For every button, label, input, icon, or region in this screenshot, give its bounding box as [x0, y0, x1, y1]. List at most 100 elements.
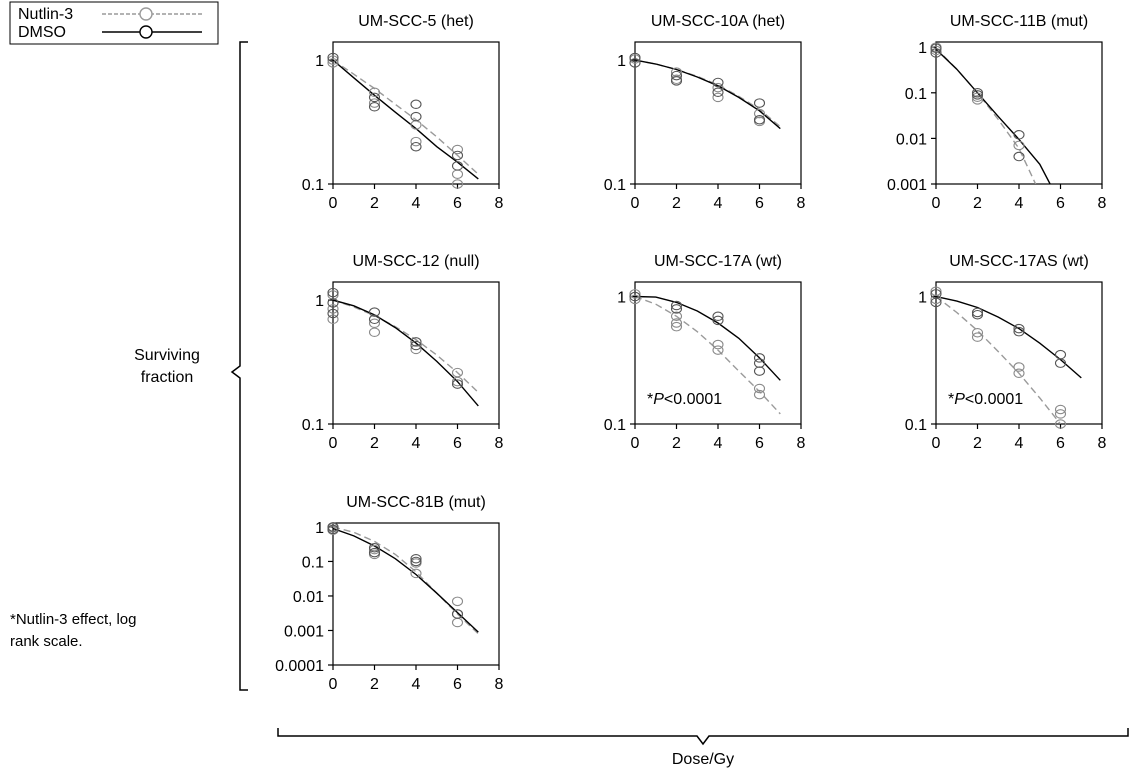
- data-point-nutlin: [1054, 419, 1067, 429]
- data-point-nutlin: [368, 318, 381, 329]
- data-point-nutlin: [971, 95, 984, 105]
- data-point-nutlin: [930, 294, 942, 305]
- y-tick-label: 0.1: [905, 86, 927, 103]
- data-point-dmso: [1013, 151, 1025, 162]
- x-tick-label: 2: [672, 195, 681, 212]
- fit-curve-dmso: [635, 59, 781, 130]
- x-tick-label: 6: [1056, 435, 1065, 452]
- data-point-dmso: [327, 52, 339, 63]
- x-tick-label: 0: [932, 435, 941, 452]
- data-point-nutlin: [753, 389, 766, 400]
- data-point-nutlin: [451, 376, 464, 387]
- x-tick-label: 6: [453, 435, 462, 452]
- data-point-nutlin: [971, 327, 984, 338]
- data-point-dmso: [368, 542, 381, 553]
- x-tick-label: 8: [797, 435, 806, 452]
- y-tick-label: 1: [617, 53, 626, 70]
- data-point-dmso: [670, 70, 683, 81]
- footnote-line1: *Nutlin-3 effect, log: [10, 611, 136, 628]
- data-point-dmso: [670, 304, 683, 314]
- data-point-dmso: [1013, 323, 1025, 334]
- p-value-annotation: *P<0.0001: [647, 391, 722, 408]
- x-tick-label: 4: [714, 435, 723, 452]
- x-tick-label: 2: [370, 435, 379, 452]
- y-tick-label: 0.1: [604, 177, 626, 194]
- data-point-nutlin: [670, 318, 683, 328]
- x-tick-label: 8: [495, 676, 504, 693]
- data-point-dmso: [753, 98, 766, 108]
- data-point-nutlin: [1054, 409, 1067, 419]
- y-label-line2: fraction: [141, 369, 193, 386]
- fit-curve-nutlin: [635, 295, 781, 415]
- legend-label-dmso: DMSO: [18, 24, 66, 41]
- data-point-dmso: [1013, 130, 1025, 140]
- plot-frame: [935, 41, 1103, 185]
- legend-label-nutlin: Nutlin-3: [18, 6, 73, 23]
- data-point-nutlin: [451, 144, 464, 155]
- fit-curve-nutlin: [635, 59, 781, 128]
- data-point-dmso: [368, 314, 381, 325]
- y-tick-label: 0.1: [604, 417, 626, 434]
- fit-curve-nutlin: [936, 47, 1037, 184]
- data-point-nutlin: [451, 617, 464, 628]
- x-tick-label: 0: [631, 435, 640, 452]
- fit-curve-dmso: [333, 299, 479, 407]
- data-point-dmso: [712, 77, 724, 88]
- chart-title: UM-SCC-11B (mut): [950, 13, 1088, 30]
- x-tick-label: 2: [370, 676, 379, 693]
- data-point-dmso: [753, 353, 766, 363]
- x-tick-label: 8: [797, 195, 806, 212]
- data-point-nutlin: [451, 179, 464, 189]
- plot-frame: [332, 522, 500, 666]
- data-point-nutlin: [327, 304, 339, 314]
- x-tick-label: 0: [329, 195, 338, 212]
- data-point-dmso: [368, 92, 381, 103]
- x-tick-label: 8: [1098, 435, 1107, 452]
- chart-title: UM-SCC-10A (het): [651, 13, 785, 30]
- data-point-nutlin: [753, 108, 766, 119]
- footnote-line2: rank scale.: [10, 633, 83, 650]
- x-tick-label: 0: [329, 676, 338, 693]
- x-label: Dose/Gy: [672, 751, 734, 768]
- x-tick-label: 4: [412, 676, 421, 693]
- data-point-nutlin: [410, 344, 422, 355]
- data-point-nutlin: [1013, 362, 1025, 372]
- data-point-dmso: [753, 366, 766, 376]
- y-tick-label: 0.1: [302, 554, 324, 571]
- data-point-dmso: [670, 300, 683, 311]
- chart-panel-6: UM-SCC-17AS (wt) 0 2 4 6 8 1 0.1 *P<0.0001: [905, 253, 1107, 452]
- data-point-nutlin: [327, 314, 339, 325]
- legend-marker-nutlin: [139, 7, 153, 21]
- data-point-nutlin: [368, 87, 381, 98]
- y-tick-label: 0.001: [284, 623, 324, 640]
- data-point-dmso: [368, 102, 381, 112]
- x-tick-label: 4: [412, 195, 421, 212]
- y-tick-label: 1: [315, 520, 324, 537]
- chart-panel-4: UM-SCC-12 (null) 0 2 4 6 8 1 0.1: [302, 253, 504, 452]
- y-label-line1: Surviving: [134, 347, 200, 364]
- y-tick-label: 0.01: [293, 589, 324, 606]
- x-axis-brace: [277, 728, 1129, 746]
- chart-panels: UM-SCC-5 (het) 0 2 4 6 8 1 0.1 UM-SCC-10A (het) 0…: [275, 13, 1106, 693]
- x-tick-label: 6: [755, 195, 764, 212]
- x-tick-label: 0: [631, 195, 640, 212]
- data-point-dmso: [410, 99, 422, 110]
- data-point-dmso: [971, 307, 984, 318]
- data-point-nutlin: [712, 345, 724, 355]
- data-point-nutlin: [451, 169, 464, 179]
- data-point-nutlin: [451, 596, 464, 607]
- y-tick-label: 0.001: [887, 177, 927, 194]
- data-point-dmso: [712, 87, 724, 98]
- data-point-dmso: [451, 379, 464, 389]
- data-point-nutlin: [930, 45, 942, 56]
- fit-curve-dmso: [333, 527, 479, 633]
- data-point-dmso: [410, 553, 422, 564]
- data-point-dmso: [327, 298, 339, 308]
- fit-curve-dmso: [936, 295, 1082, 379]
- chart-panel-2: UM-SCC-10A (het) 0 2 4 6 8 1 0.1: [604, 13, 806, 212]
- data-point-nutlin: [410, 136, 422, 147]
- data-point-dmso: [753, 358, 766, 368]
- data-point-nutlin: [327, 58, 339, 68]
- chart-panel-3: UM-SCC-11B (mut) 0 2 4 6 8 1 0.1 0.01 0.001: [887, 13, 1107, 212]
